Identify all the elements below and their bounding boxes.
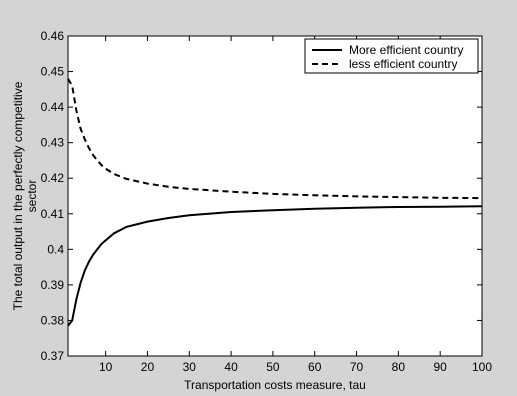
- x-tick-label: 60: [308, 360, 322, 374]
- y-tick-label: 0.46: [41, 29, 65, 43]
- y-tick-label: 0.39: [41, 278, 65, 292]
- legend-entry: less efficient country: [349, 57, 458, 71]
- x-axis-label: Transportation costs measure, tau: [184, 378, 366, 392]
- plot-area: [68, 36, 482, 356]
- series-line-2: [67, 78, 483, 200]
- legend-entry: More efficient country: [349, 43, 464, 57]
- y-tick-label: 0.38: [41, 313, 65, 327]
- y-tick-label: 0.37: [41, 349, 65, 363]
- y-axis-label-line-1: The total output in the perfectly compet…: [11, 81, 25, 310]
- legend-box: [304, 38, 479, 74]
- y-tick-label: 0.45: [41, 65, 65, 79]
- series-line-1: [67, 205, 483, 327]
- y-tick-label: 0.4: [47, 242, 64, 256]
- y-axis-label-line-2: sector: [25, 180, 39, 213]
- x-tick-label: 90: [434, 360, 448, 374]
- x-tick-label: 50: [266, 360, 280, 374]
- plot-frame: [67, 35, 483, 357]
- x-tick-label: 10: [99, 360, 113, 374]
- x-tick-label: 70: [350, 360, 364, 374]
- x-tick-label: 100: [472, 360, 492, 374]
- x-tick-label: 20: [141, 360, 155, 374]
- y-tick-label: 0.44: [41, 100, 65, 114]
- x-tick-label: 40: [224, 360, 238, 374]
- y-tick-label: 0.43: [41, 136, 65, 150]
- y-tick-label: 0.41: [41, 207, 65, 221]
- y-tick-label: 0.42: [41, 171, 65, 185]
- x-tick-label: 80: [392, 360, 406, 374]
- x-tick-label: 30: [183, 360, 197, 374]
